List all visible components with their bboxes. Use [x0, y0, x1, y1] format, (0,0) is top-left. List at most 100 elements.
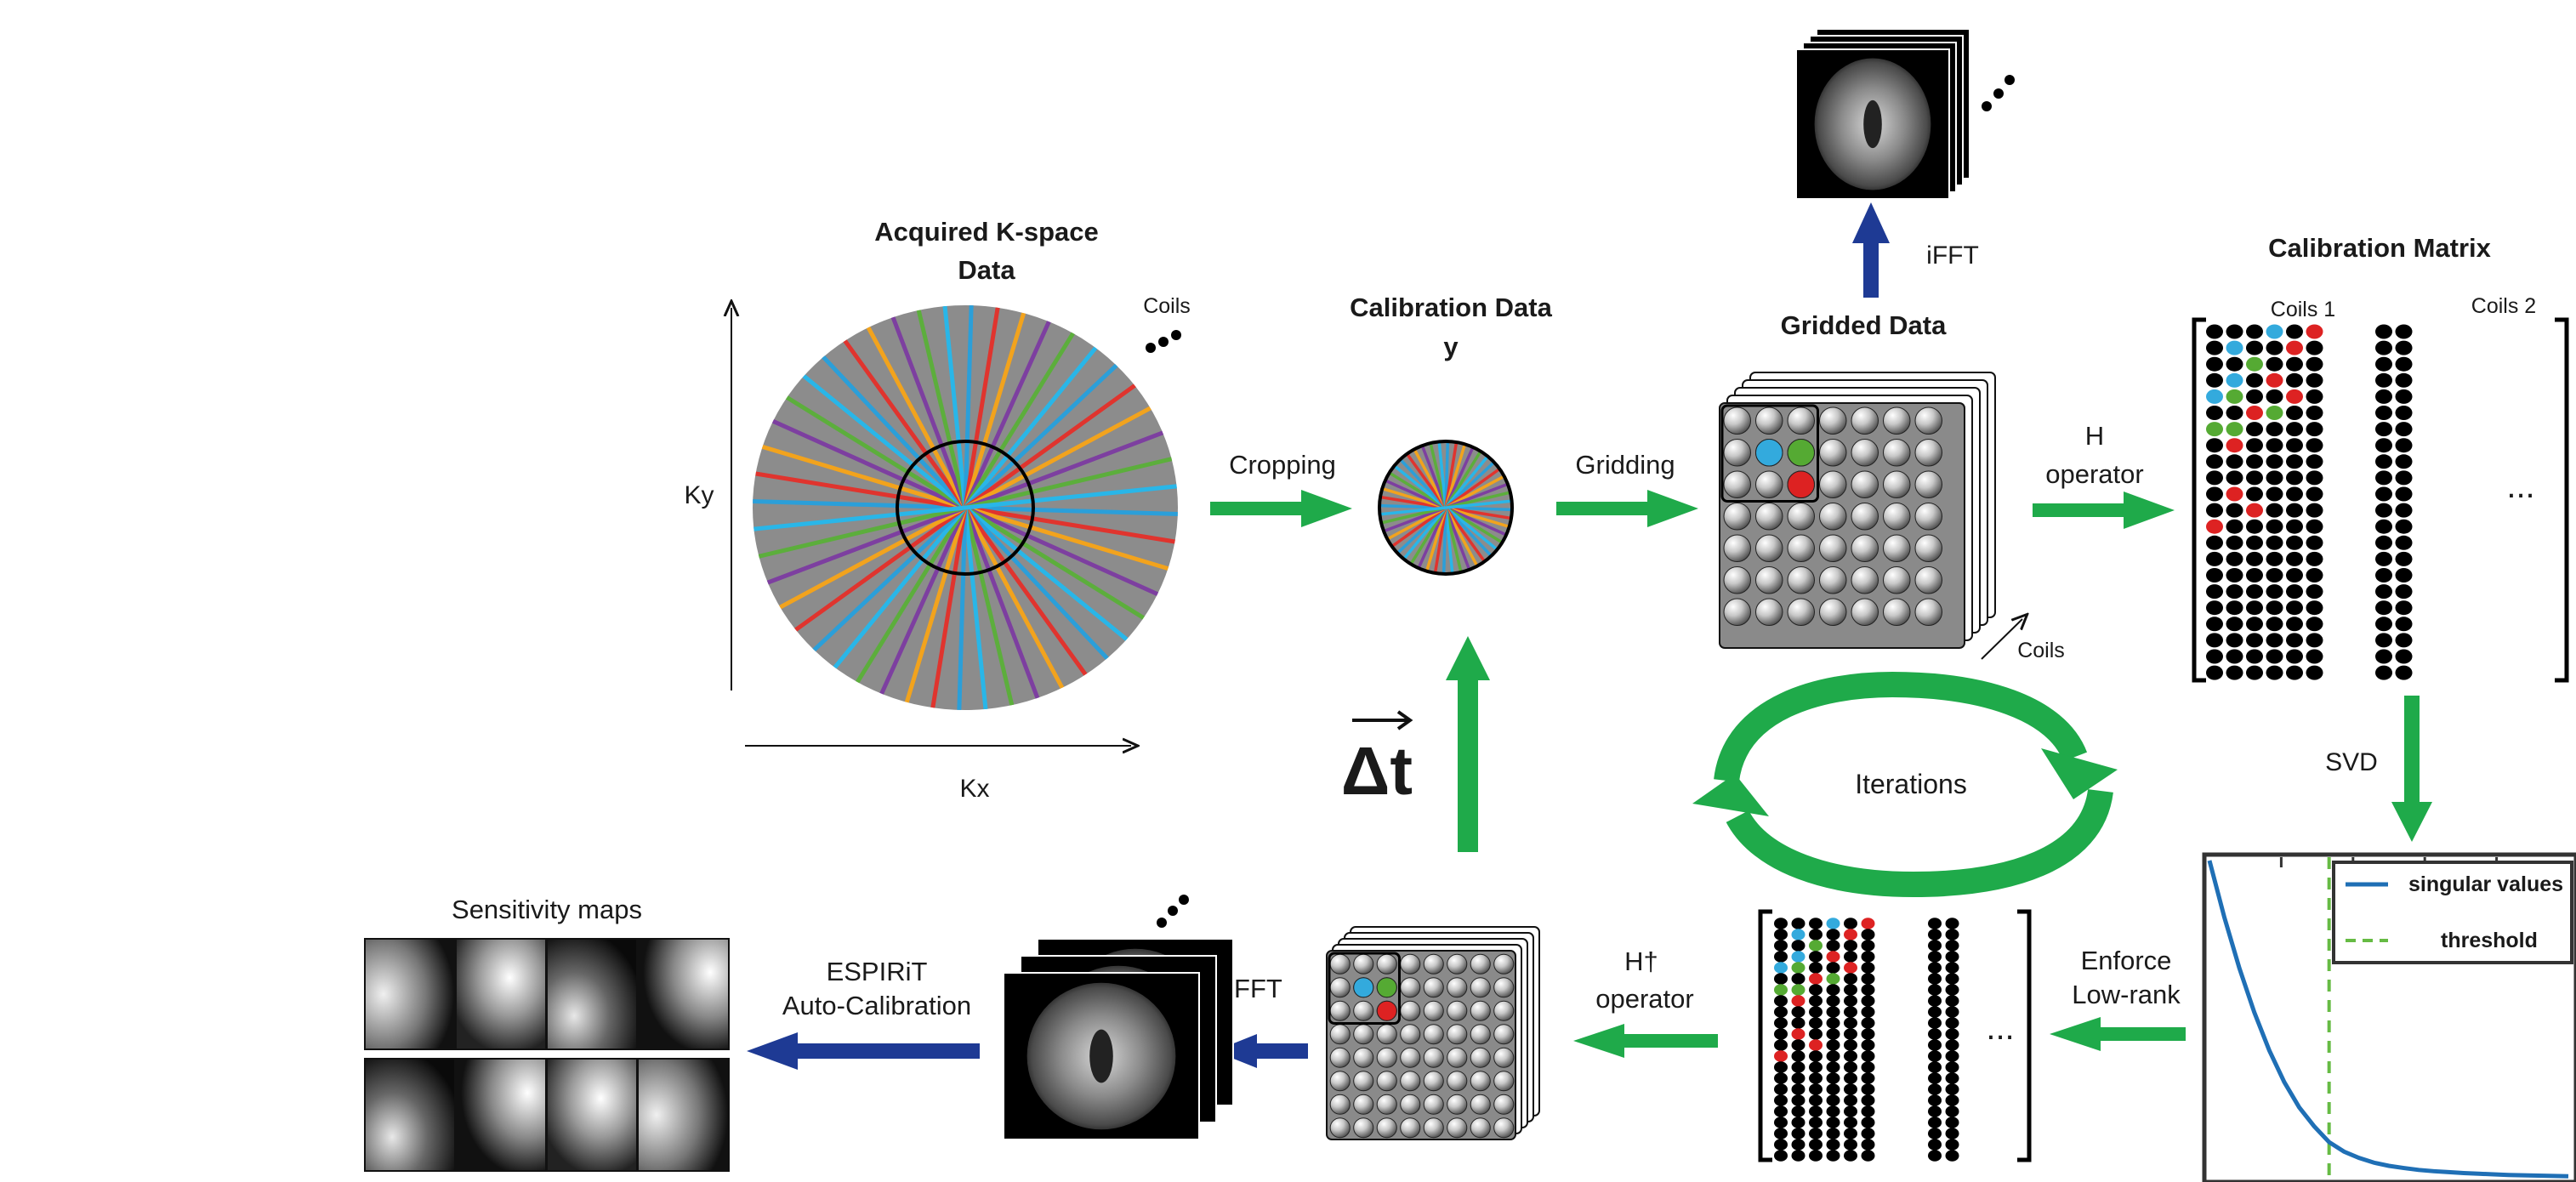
grid-ball [1755, 503, 1783, 531]
matrix-entry [2286, 649, 2303, 664]
cropping-arrow [1210, 490, 1352, 527]
matrix-entry [2306, 372, 2323, 388]
matrix-entry [1945, 918, 1959, 929]
enforce-label-line2: Low-rank [2072, 980, 2181, 1009]
grid-ball [1851, 470, 1879, 498]
matrix-entry [2375, 389, 2392, 404]
matrix-entry [1928, 1128, 1942, 1139]
matrix-entry [2395, 372, 2413, 388]
matrix-entry [1945, 1028, 1959, 1040]
matrix-entry [1774, 1094, 1788, 1106]
matrix-entry [1809, 1094, 1823, 1106]
matrix-entry [1844, 1105, 1857, 1117]
grid-ball [1376, 1117, 1397, 1139]
matrix-entry [2226, 486, 2243, 502]
matrix-entry [2206, 389, 2223, 404]
delta-t-symbol: Δt [1341, 710, 1413, 809]
grid-ball [1470, 1117, 1491, 1139]
matrix-entry [1826, 1117, 1840, 1128]
sens-map-2 [457, 940, 545, 1048]
matrix-entry [1844, 1017, 1857, 1029]
matrix-entry [1809, 1072, 1823, 1084]
grid-ball [1447, 953, 1468, 975]
matrix-entry [1826, 962, 1840, 974]
grid-ball [1423, 1117, 1444, 1139]
iterations-cycle [1692, 671, 2118, 898]
matrix-entry [2266, 389, 2283, 404]
calibration-title-line1: Calibration Data [1350, 293, 1552, 322]
matrix-entry [1791, 1139, 1805, 1151]
matrix-entry [1861, 1139, 1875, 1151]
matrix-entry [2286, 454, 2303, 469]
matrix-entry [2226, 551, 2243, 566]
grid-ball [1723, 598, 1751, 626]
matrix-entry [2226, 406, 2243, 420]
matrix-entry [1861, 1039, 1875, 1051]
grid-ball [1353, 1047, 1374, 1068]
matrix-entry [1809, 1028, 1823, 1040]
grid-ball [1819, 470, 1847, 498]
matrix-entry [1844, 962, 1857, 974]
matrix-entry [1809, 984, 1823, 996]
matrix-entry [2395, 470, 2413, 486]
matrix-entry [1774, 940, 1788, 952]
matrix-entry [2286, 600, 2303, 616]
matrix-entry [2206, 600, 2223, 616]
grid-ball [1400, 1047, 1421, 1068]
grid-ball [1329, 1047, 1351, 1068]
matrix-entry [2266, 372, 2283, 388]
grid-ball [1914, 470, 1942, 498]
matrix-entry [2266, 519, 2283, 534]
matrix-entry [1945, 1072, 1959, 1084]
matrix-entry [2246, 486, 2263, 502]
matrix-entry [1928, 929, 1942, 940]
matrix-entry [1826, 929, 1840, 940]
espirit-label-line1: ESPIRiT [827, 957, 928, 986]
low-rank-matrix [1758, 909, 2032, 1162]
matrix-entry [1774, 1117, 1788, 1128]
calibration-matrix-ellipsis: ... [2506, 468, 2534, 505]
matrix-entry [2266, 665, 2283, 680]
grid-ball [1376, 1071, 1397, 1092]
grid-ball [1447, 977, 1468, 998]
matrix-entry [2306, 665, 2323, 680]
grid-ball [1851, 439, 1879, 467]
matrix-entry [2226, 568, 2243, 582]
matrix-entry [2226, 389, 2243, 404]
matrix-entry [2266, 356, 2283, 372]
matrix-entry [2206, 324, 2223, 339]
matrix-entry [2306, 324, 2323, 339]
matrix-entry [1809, 962, 1823, 974]
matrix-entry [1945, 1105, 1959, 1117]
matrix-entry [2246, 470, 2263, 486]
grid-ball [1447, 1024, 1468, 1045]
grid-ball [1755, 534, 1783, 562]
espirit-arrow [747, 1032, 980, 1070]
matrix-entry [2375, 617, 2392, 632]
matrix-entry [1861, 1128, 1875, 1139]
matrix-entry [1928, 1072, 1942, 1084]
matrix-entry [2375, 665, 2392, 680]
matrix-entry [2226, 470, 2243, 486]
grid-ball [1329, 953, 1351, 975]
grid-ball [1329, 1094, 1351, 1115]
matrix-entry [1844, 984, 1857, 996]
matrix-entry [1791, 1117, 1805, 1128]
matrix-entry [1861, 918, 1875, 929]
grid-ball [1447, 1000, 1468, 1021]
matrix-entry [1791, 1128, 1805, 1139]
matrix-entry [1826, 918, 1840, 929]
matrix-entry [2266, 649, 2283, 664]
matrix-entry [2246, 584, 2263, 600]
matrix-entry [1774, 951, 1788, 963]
highlighted-sample [1755, 439, 1783, 467]
calibration-ring [1378, 440, 1514, 576]
grid-ball [1883, 406, 1911, 435]
matrix-entry [2206, 568, 2223, 582]
matrix-entry [2206, 454, 2223, 469]
matrix-entry [1809, 1039, 1823, 1051]
matrix-entry [2395, 406, 2413, 420]
matrix-entry [2226, 665, 2243, 680]
matrix-entry [1826, 1128, 1840, 1139]
grid-ball [1851, 598, 1879, 626]
